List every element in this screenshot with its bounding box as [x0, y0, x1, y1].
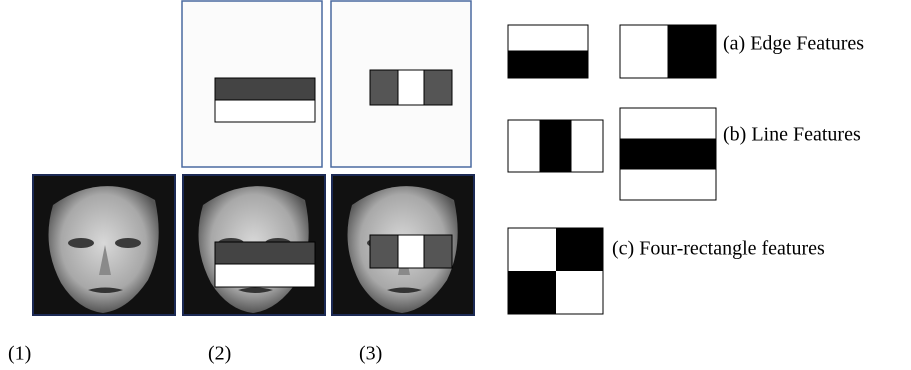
panel-label: (2) [208, 343, 231, 365]
haar-diagram: (1) (2) (3) (a) Edge Features (b) Line F… [0, 0, 911, 370]
feature-label: (c) Four-rectangle features [612, 238, 825, 260]
panel-label: (1) [8, 343, 31, 365]
feature-light [620, 25, 668, 78]
panel-label: (3) [359, 343, 382, 365]
feature-dark [424, 70, 452, 105]
feature-light [215, 264, 315, 287]
feature-light [508, 25, 588, 51]
feature-label: (a) Edge Features [723, 33, 864, 55]
feature-dark [556, 228, 603, 271]
feature-dark [668, 25, 716, 78]
feature-label: (b) Line Features [723, 124, 861, 146]
feature-light [215, 100, 315, 122]
face-image [33, 175, 175, 315]
feature-dark [508, 271, 556, 314]
feature-dark [370, 70, 398, 105]
feature-light [398, 235, 424, 268]
feature-dark [540, 120, 571, 172]
feature-dark [215, 78, 315, 100]
feature-dark [370, 235, 398, 268]
feature-dark [215, 242, 315, 264]
feature-dark [508, 51, 588, 78]
feature-dark [620, 139, 716, 169]
feature-light [398, 70, 424, 105]
feature-dark [424, 235, 452, 268]
